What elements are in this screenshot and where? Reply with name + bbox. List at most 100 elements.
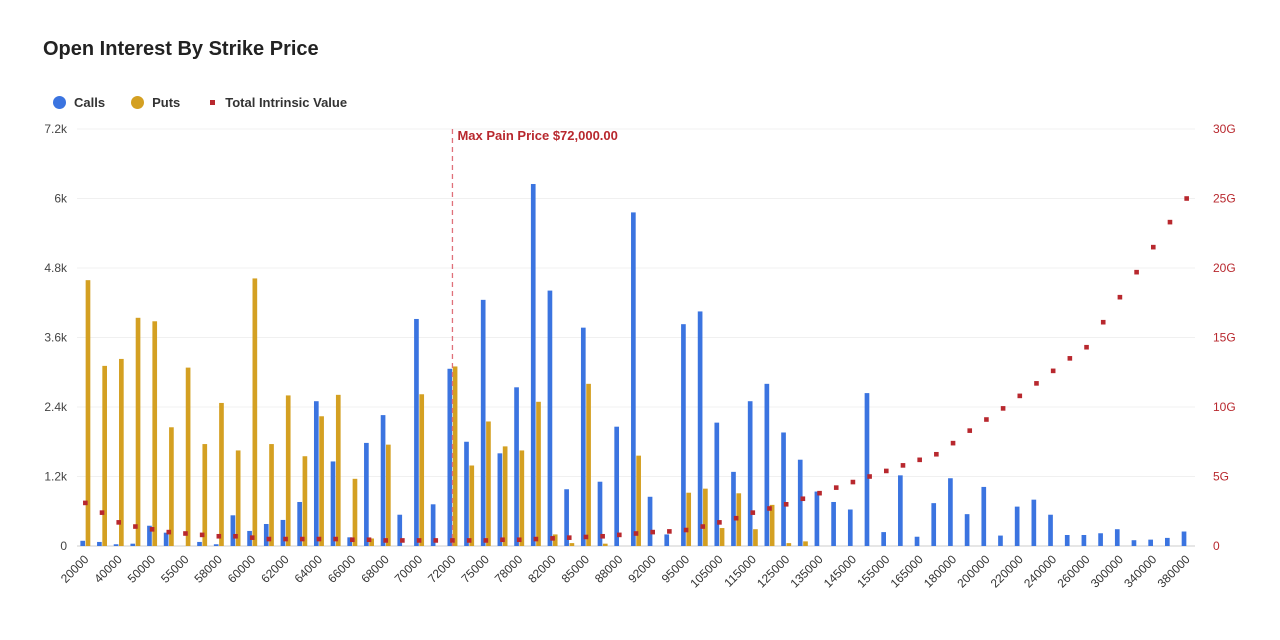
x-tick-label: 380000	[1155, 552, 1193, 590]
point-intrinsic-value	[984, 417, 989, 422]
point-intrinsic-value	[867, 474, 872, 479]
bar-calls	[1164, 537, 1170, 546]
x-tick-label: 75000	[458, 552, 492, 586]
point-intrinsic-value	[733, 515, 739, 521]
point-intrinsic-value	[883, 468, 889, 474]
bar-calls	[948, 478, 953, 546]
x-tick-label: 115000	[721, 552, 759, 590]
point-intrinsic-value	[617, 532, 622, 538]
y-right-tick-label: 20G	[1213, 261, 1236, 275]
y-right-tick-label: 25G	[1213, 192, 1236, 206]
point-intrinsic-value	[934, 451, 939, 457]
y-left-tick-label: 1.2k	[44, 470, 68, 484]
bar-calls	[447, 368, 453, 546]
y-right-tick-label: 10G	[1213, 400, 1236, 414]
point-intrinsic-value	[1034, 381, 1039, 386]
y-left-tick-label: 7.2k	[44, 122, 68, 136]
x-tick-label: 220000	[988, 552, 1026, 590]
bar-puts	[135, 317, 141, 546]
x-tick-label: 58000	[191, 552, 225, 586]
bar-calls	[464, 441, 469, 546]
bar-calls	[230, 515, 236, 546]
bars-layer	[80, 184, 1187, 547]
bar-calls	[1014, 506, 1020, 546]
point-intrinsic-value	[600, 533, 605, 539]
legend: Calls Puts Total Intrinsic Value	[53, 95, 373, 110]
legend-item-puts[interactable]: Puts	[131, 95, 180, 110]
legend-label-intrinsic-value: Total Intrinsic Value	[225, 95, 348, 110]
bar-calls	[814, 491, 820, 546]
x-tick-label: 300000	[1088, 552, 1126, 590]
bar-calls	[1098, 533, 1103, 546]
bar-puts	[185, 367, 191, 546]
bar-calls	[797, 459, 803, 546]
bar-puts	[269, 444, 274, 546]
bar-calls	[697, 311, 703, 546]
bar-puts	[202, 444, 208, 546]
bar-puts	[769, 504, 775, 546]
x-tick-label: 340000	[1121, 552, 1159, 590]
bar-calls	[364, 442, 369, 546]
bar-calls	[330, 461, 336, 546]
point-intrinsic-value	[466, 538, 472, 543]
bar-calls	[580, 327, 586, 546]
bar-puts	[569, 543, 575, 546]
bar-puts	[452, 366, 458, 546]
bar-calls	[213, 544, 219, 546]
point-intrinsic-value	[433, 538, 439, 543]
bar-puts	[285, 395, 291, 546]
max-pain-label: Max Pain Price $72,000.00	[457, 128, 617, 143]
x-tick-label: 92000	[625, 552, 659, 586]
x-tick-label: 50000	[125, 552, 159, 586]
bar-puts	[335, 394, 341, 546]
bar-calls	[564, 489, 569, 546]
bar-puts	[703, 488, 708, 546]
point-intrinsic-value	[83, 500, 88, 506]
bar-calls	[247, 530, 252, 546]
x-tick-label: 88000	[592, 552, 626, 586]
x-tick-label: 20000	[58, 552, 92, 586]
bar-calls	[1114, 529, 1120, 546]
bar-calls	[731, 471, 736, 546]
bar-puts	[85, 280, 91, 546]
legend-item-intrinsic-value[interactable]: Total Intrinsic Value	[206, 95, 347, 110]
bar-puts	[686, 492, 692, 546]
bar-calls	[597, 481, 603, 546]
bar-puts	[469, 465, 475, 546]
x-tick-label: 78000	[492, 552, 526, 586]
bar-calls	[847, 509, 853, 546]
point-intrinsic-value	[1084, 344, 1089, 350]
bar-calls	[998, 535, 1003, 546]
point-intrinsic-value	[650, 529, 655, 535]
point-intrinsic-value	[1117, 294, 1123, 300]
point-intrinsic-value	[383, 538, 389, 543]
point-intrinsic-value	[1167, 219, 1173, 225]
point-intrinsic-value	[516, 537, 522, 543]
x-tick-label: 70000	[392, 552, 426, 586]
annotation-layer: Max Pain Price $72,000.00	[451, 128, 618, 546]
bar-puts	[102, 365, 108, 546]
bar-calls	[631, 212, 636, 546]
point-intrinsic-value	[166, 529, 172, 535]
x-tick-label: 200000	[954, 552, 992, 590]
point-intrinsic-value	[700, 524, 706, 529]
point-intrinsic-value	[133, 524, 138, 529]
point-intrinsic-value	[416, 538, 422, 543]
bar-puts	[753, 529, 758, 546]
point-intrinsic-value	[800, 496, 806, 502]
bar-puts	[419, 394, 425, 546]
chart-title: Open Interest By Strike Price	[43, 38, 319, 60]
bar-calls	[414, 318, 419, 546]
point-intrinsic-value	[333, 536, 338, 542]
bar-calls	[163, 532, 169, 546]
bar-calls	[831, 501, 836, 546]
x-tick-label: 105000	[687, 552, 725, 590]
bar-puts	[152, 321, 158, 546]
bar-calls	[781, 432, 786, 546]
legend-item-calls[interactable]: Calls	[53, 95, 105, 110]
bar-puts	[586, 383, 591, 546]
scatter-layer	[83, 196, 1189, 543]
x-tick-label: 165000	[888, 552, 926, 590]
